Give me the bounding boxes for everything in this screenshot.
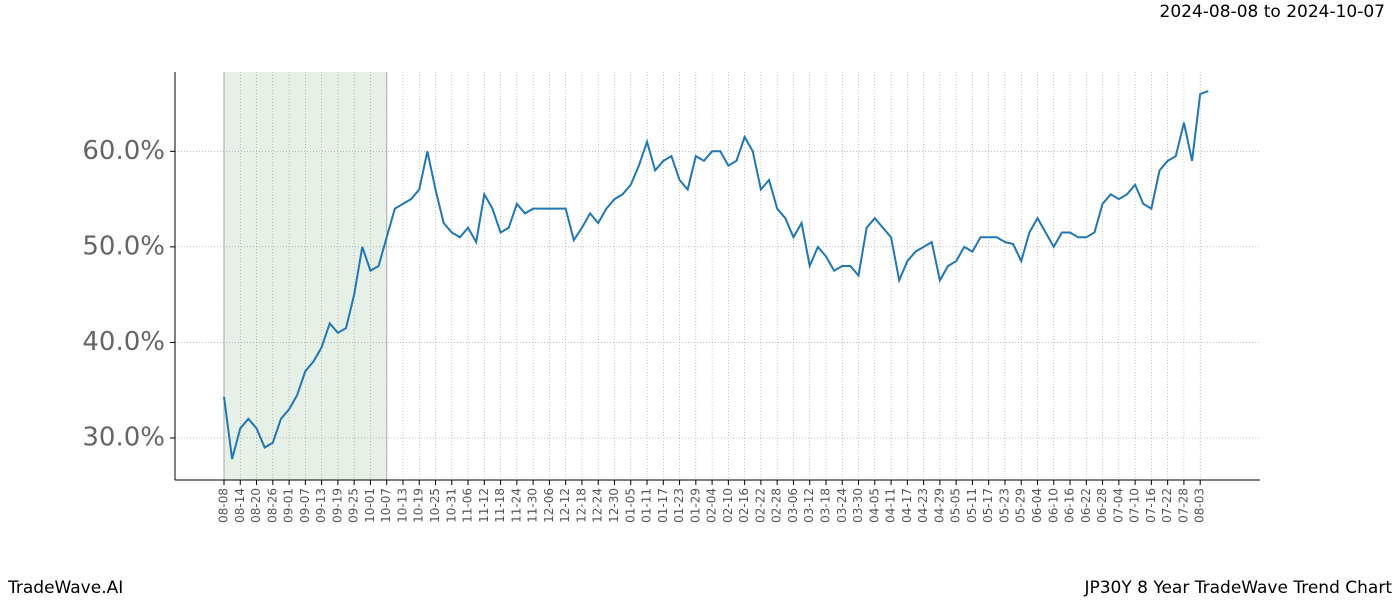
x-tick-label: 09-13: [314, 488, 328, 523]
x-tick-label: 10-25: [428, 488, 442, 523]
x-tick-label: 11-18: [493, 488, 507, 523]
date-range: 2024-08-08 to 2024-10-07: [1160, 2, 1385, 22]
y-tick-label: 30.0%: [82, 422, 165, 452]
x-tick-label: 06-22: [1079, 488, 1093, 523]
x-tick-label: 09-07: [298, 488, 312, 523]
x-tick-label: 08-20: [249, 488, 263, 523]
x-tick-label: 02-28: [770, 488, 784, 523]
x-tick-label: 05-17: [981, 488, 995, 523]
x-tick-label: 10-01: [363, 488, 377, 523]
x-tick-label: 08-03: [1193, 488, 1207, 523]
x-tick-label: 04-23: [916, 488, 930, 523]
x-tick-label: 07-28: [1176, 488, 1190, 523]
x-tick-label: 02-22: [753, 488, 767, 523]
x-tick-label: 01-29: [688, 488, 702, 523]
x-tick-label: 04-11: [884, 488, 898, 523]
x-tick-label: 07-16: [1144, 488, 1158, 523]
y-tick-label: 40.0%: [82, 327, 165, 357]
x-tick-label: 12-30: [607, 488, 621, 523]
x-tick-label: 10-19: [412, 488, 426, 523]
x-tick-label: 02-10: [721, 488, 735, 523]
x-tick-label: 03-24: [835, 488, 849, 523]
x-tick-label: 12-24: [591, 488, 605, 523]
x-tick-label: 12-12: [558, 488, 572, 523]
x-tick-label: 03-30: [851, 488, 865, 523]
x-tick-label: 02-04: [705, 488, 719, 523]
x-tick-label: 07-22: [1160, 488, 1174, 523]
x-tick-label: 07-10: [1128, 488, 1142, 523]
x-tick-label: 10-07: [379, 488, 393, 523]
x-tick-label: 10-31: [444, 488, 458, 523]
x-tick-label: 06-10: [1046, 488, 1060, 523]
brand: TradeWave.AI: [7, 578, 123, 598]
x-tick-label: 03-12: [802, 488, 816, 523]
x-tick-label: 12-18: [574, 488, 588, 523]
x-tick-label: 09-25: [347, 488, 361, 523]
x-tick-label: 07-04: [1111, 488, 1125, 523]
x-tick-label: 11-30: [526, 488, 540, 523]
x-tick-label: 01-05: [623, 488, 637, 523]
x-tick-label: 03-18: [818, 488, 832, 523]
x-tick-label: 02-16: [737, 488, 751, 523]
x-tick-label: 12-06: [542, 488, 556, 523]
x-tick-label: 05-05: [949, 488, 963, 523]
x-tick-label: 01-17: [656, 488, 670, 523]
x-tick-label: 11-24: [509, 488, 523, 523]
x-tick-label: 06-04: [1030, 488, 1044, 523]
x-tick-label: 09-01: [282, 488, 296, 523]
x-tick-label: 08-26: [265, 488, 279, 523]
x-tick-label: 06-16: [1063, 488, 1077, 523]
y-tick-label: 50.0%: [82, 231, 165, 261]
x-tick-label: 05-29: [1014, 488, 1028, 523]
x-tick-label: 03-06: [786, 488, 800, 523]
x-tick-label: 01-11: [640, 488, 654, 523]
x-tick-label: 05-23: [997, 488, 1011, 523]
x-tick-label: 01-23: [672, 488, 686, 523]
x-tick-label: 08-14: [233, 488, 247, 523]
trend-line: [223, 90, 1209, 460]
x-tick-label: 06-28: [1095, 488, 1109, 523]
x-tick-label: 09-19: [330, 488, 344, 523]
x-tick-label: 04-29: [932, 488, 946, 523]
x-tick-label: 11-06: [461, 488, 475, 523]
x-tick-label: 04-17: [900, 488, 914, 523]
x-tick-label: 08-08: [217, 488, 231, 523]
x-tick-label: 11-12: [477, 488, 491, 523]
x-tick-label: 05-11: [965, 488, 979, 523]
y-tick-label: 60.0%: [82, 136, 165, 166]
x-tick-label: 04-05: [867, 488, 881, 523]
x-tick-label: 10-13: [395, 488, 409, 523]
chart-title: JP30Y 8 Year TradeWave Trend Chart: [1083, 578, 1392, 598]
